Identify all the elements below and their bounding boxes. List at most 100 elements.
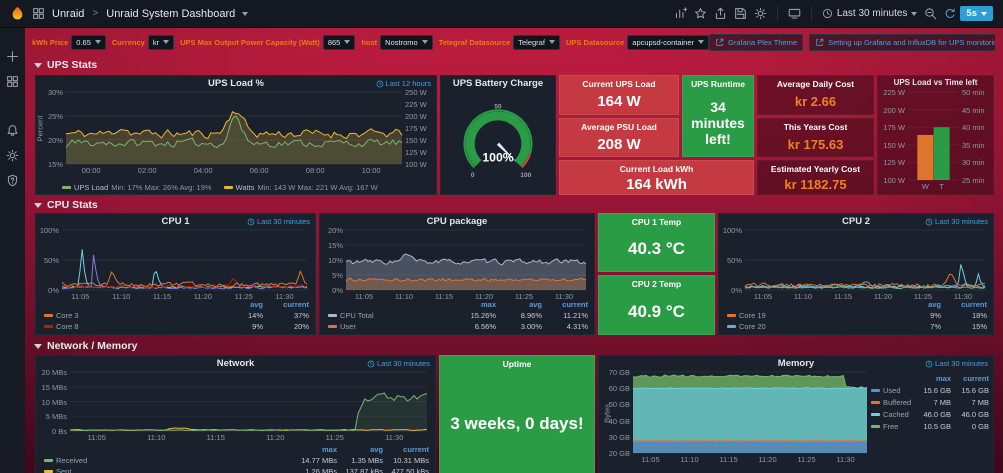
variable-value-dropdown[interactable]: 865 xyxy=(322,34,356,50)
legend-item[interactable]: Cached xyxy=(871,410,913,419)
refresh-controls[interactable]: 5s xyxy=(944,6,993,21)
panel-title[interactable]: Network xyxy=(216,358,255,369)
legend-value: 1.26 MBs xyxy=(305,467,337,473)
breadcrumb-folder[interactable]: Unraid xyxy=(52,7,85,20)
variable-item: host Nostromo xyxy=(361,34,433,50)
legend-col-header[interactable]: avg xyxy=(250,300,263,309)
variable-value-dropdown[interactable]: 0.65 xyxy=(71,34,106,50)
star-button[interactable] xyxy=(694,7,707,20)
panel-cpu1-graph: CPU 1 Last 30 minutes 100% 50% 0% 11:05 11:1… xyxy=(35,213,316,335)
legend-series-color xyxy=(727,314,736,317)
panel-title[interactable]: Average Daily Cost xyxy=(776,79,855,89)
row-header-cpu-stats[interactable]: CPU Stats xyxy=(34,199,98,211)
legend-series-color xyxy=(727,325,736,328)
network-chart[interactable]: 20 MBs 15 MBs 10 MBs 5 MBs 0 Bs 11:05 11:10 11:… xyxy=(36,356,435,473)
chart-svg xyxy=(69,371,428,432)
share-button[interactable] xyxy=(714,7,727,20)
legend-col-header[interactable]: avg xyxy=(928,300,941,309)
legend-col-header[interactable]: max xyxy=(935,374,951,383)
row-header-network-memory[interactable]: Network / Memory xyxy=(34,340,137,352)
dashboard-link[interactable]: Grafana Plex Theme xyxy=(709,33,804,51)
breadcrumb-title[interactable]: Unraid System Dashboard xyxy=(106,7,236,20)
panel-memory-graph: Memory Last 30 minutes 70 GB 60 GB 50 GB 40… xyxy=(598,355,994,473)
variable-label: Currency xyxy=(111,37,145,47)
alerting-button[interactable] xyxy=(6,124,19,137)
panel-title[interactable]: CPU 2 xyxy=(842,216,870,227)
panel-title[interactable]: UPS Runtime xyxy=(691,79,745,89)
legend-item[interactable]: Core 8 xyxy=(44,322,217,331)
legend-item[interactable]: Core 19 xyxy=(727,311,895,320)
legend-col-header[interactable]: avg xyxy=(370,445,383,454)
legend-item[interactable]: CPU Total xyxy=(328,311,450,320)
panel-title[interactable]: Uptime xyxy=(502,359,532,369)
legend-col-header[interactable]: max xyxy=(480,300,496,309)
clock-icon xyxy=(376,80,383,87)
panel-title[interactable]: This Years Cost xyxy=(783,122,848,132)
grafana-logo-icon[interactable] xyxy=(10,6,25,21)
row-header-ups-stats[interactable]: UPS Stats xyxy=(34,59,97,71)
panel-title[interactable]: CPU 2 Temp xyxy=(631,279,682,289)
legend-series-name: Sent xyxy=(56,467,72,473)
create-button[interactable] xyxy=(6,50,19,63)
panel-title[interactable]: Current UPS Load xyxy=(582,79,656,89)
legend-item[interactable]: User xyxy=(328,322,450,331)
legend-col-header[interactable]: avg xyxy=(529,300,542,309)
refresh-icon[interactable] xyxy=(944,8,956,20)
tv-mode-button[interactable] xyxy=(788,7,801,20)
legend-item[interactable]: Used xyxy=(871,386,913,395)
settings-button[interactable] xyxy=(754,7,767,20)
dashboards-button[interactable] xyxy=(6,75,19,88)
legend-item[interactable]: Core 20 xyxy=(727,322,895,331)
variable-value-dropdown[interactable]: Nostromo xyxy=(380,34,433,50)
add-panel-button[interactable] xyxy=(674,7,687,20)
panel-title[interactable]: UPS Load % xyxy=(208,78,264,89)
legend-item[interactable]: Sent xyxy=(44,467,291,473)
ups-bars-chart[interactable]: 225 W 200 W 175 W 150 W 125 W 100 W 50 min 45 m… xyxy=(878,76,993,194)
legend-item[interactable]: Core 3 xyxy=(44,311,217,320)
variable-value-dropdown[interactable]: apcupsd-container xyxy=(627,34,710,50)
cpu2-chart[interactable]: 100%50%0%11:0511:1011:1511:2011:2511:30.… xyxy=(719,214,993,334)
legend-series-color xyxy=(328,325,337,328)
legend-item[interactable]: UPS Load Min: 17% Max: 26% Avg: 19% xyxy=(62,183,212,192)
configuration-button[interactable] xyxy=(6,149,19,162)
legend-col-header[interactable]: current xyxy=(963,374,989,383)
panel-title[interactable]: CPU 1 Temp xyxy=(631,217,682,227)
save-button[interactable] xyxy=(734,7,747,20)
legend-value: 18% xyxy=(971,311,987,320)
cpu-package-chart[interactable]: 20% 15% 10% 5% 0% 11:05 11:10 11:15 11:20 11:25 11… xyxy=(320,214,594,334)
legend-col-header[interactable]: current xyxy=(961,300,987,309)
legend-col-header[interactable]: current xyxy=(562,300,588,309)
legend-item[interactable]: Buffered xyxy=(871,398,913,407)
panel-title[interactable]: CPU 1 xyxy=(161,216,190,227)
cpu1-chart[interactable]: 100%50%0%11:0511:1011:1511:2011:2511:30.… xyxy=(36,214,315,334)
gauge-value: 100% xyxy=(482,151,513,165)
panel-title[interactable]: UPS Load vs Time left xyxy=(893,78,978,87)
legend-col-header[interactable]: max xyxy=(321,445,337,454)
legend-item[interactable]: Watts Min: 143 W Max: 221 W Avg: 167 W xyxy=(223,183,378,192)
panel-time-override: Last 30 minutes xyxy=(247,217,310,226)
variable-value-dropdown[interactable]: Telegraf xyxy=(513,34,560,50)
zoom-out-button[interactable] xyxy=(924,7,937,20)
legend-series-name: CPU Total xyxy=(340,311,374,320)
panel-title[interactable]: Estimated Yearly Cost xyxy=(770,164,861,174)
time-range-picker[interactable]: Last 30 minutes xyxy=(822,8,918,19)
panel-title[interactable]: UPS Battery Charge xyxy=(452,78,544,89)
ups-load-chart[interactable]: 30% 25% 20% 15% 250 W 225 W 200 W 175 W 150 W 125… xyxy=(36,76,436,194)
variable-value-dropdown[interactable]: kr xyxy=(147,34,175,50)
help-button[interactable] xyxy=(6,174,19,187)
panel-title[interactable]: CPU package xyxy=(426,216,488,227)
panel-title[interactable]: Current Load kWh xyxy=(619,164,694,174)
legend-item[interactable]: Free xyxy=(871,422,913,431)
legend-item[interactable]: Received xyxy=(44,456,291,465)
legend-col-header[interactable]: current xyxy=(283,300,309,309)
refresh-interval-dropdown[interactable]: 5s xyxy=(960,6,993,21)
panel-title[interactable]: Memory xyxy=(777,358,815,369)
chevron-down-icon[interactable] xyxy=(242,11,249,16)
panel-title[interactable]: Average PSU Load xyxy=(581,122,657,132)
dashboard-link[interactable]: Setting up Grafana and InfluxDB for UPS … xyxy=(809,33,995,51)
legend-series-stats: Min: 143 W Max: 221 W Avg: 167 W xyxy=(257,183,378,192)
memory-chart[interactable]: 70 GB 60 GB 50 GB 40 GB 30 GB 20 GB 11:05 11:10… xyxy=(599,356,993,473)
legend-value: 46.0 GB xyxy=(961,410,989,419)
legend-series-name: Used xyxy=(883,386,901,395)
legend-col-header[interactable]: current xyxy=(403,445,429,454)
